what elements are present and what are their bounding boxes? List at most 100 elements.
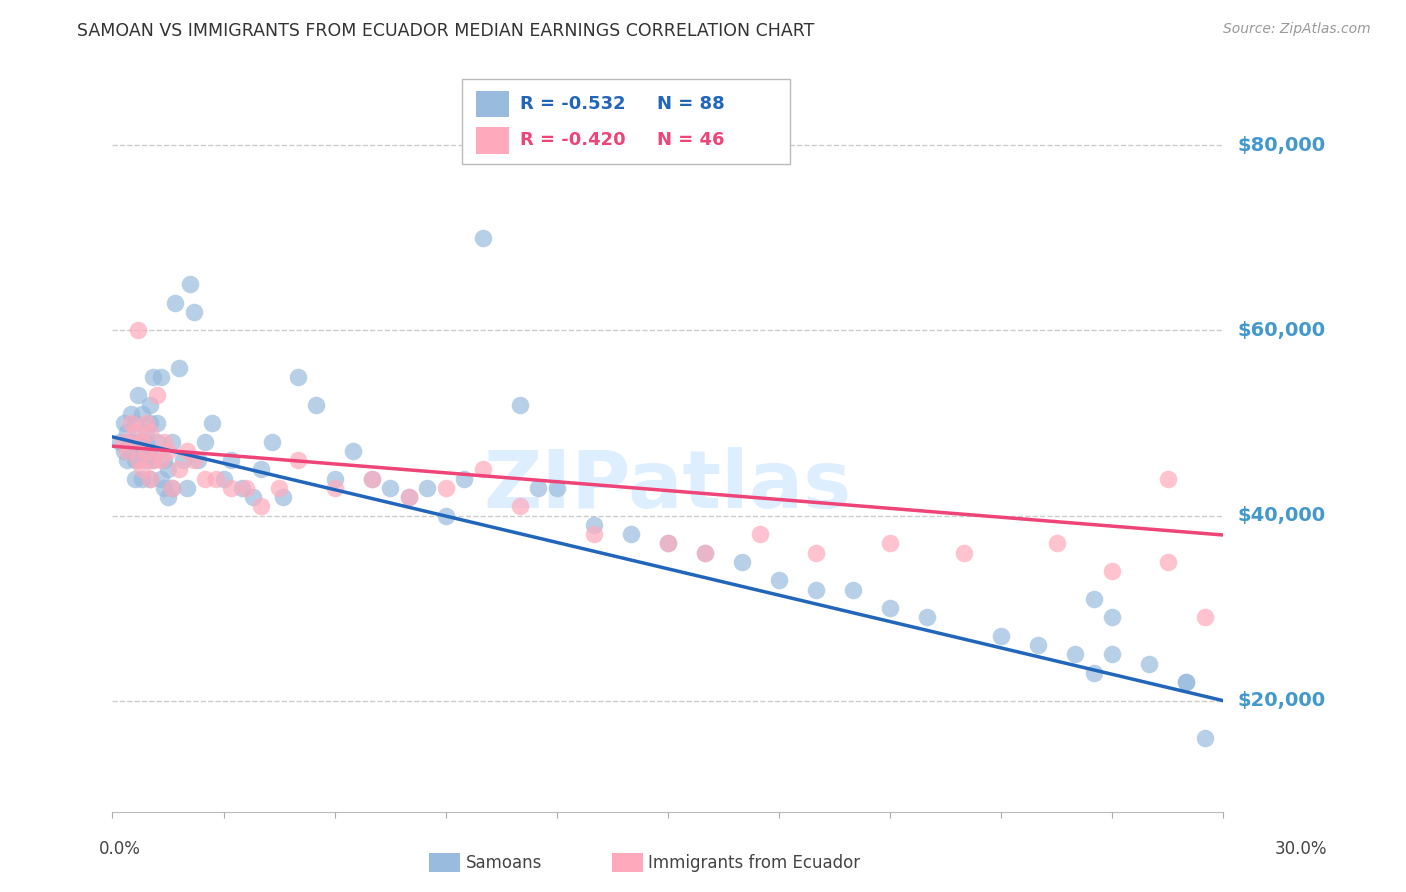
Point (212, 471, 235, 485)
Point (167, 360, 190, 375)
Point (135, 416, 157, 430)
Point (138, 416, 160, 430)
Point (582, 517, 605, 532)
Text: SAMOAN VS IMMIGRANTS FROM ECUADOR MEDIAN EARNINGS CORRELATION CHART: SAMOAN VS IMMIGRANTS FROM ECUADOR MEDIAN… (77, 22, 814, 40)
Point (124, 471, 146, 485)
Point (124, 425, 146, 440)
Point (1137, 657, 1160, 671)
Point (124, 453, 146, 467)
Point (1175, 675, 1198, 690)
Point (323, 471, 346, 485)
Point (172, 453, 194, 467)
Point (749, 527, 772, 541)
Point (138, 471, 160, 485)
Point (153, 481, 176, 495)
Point (360, 471, 382, 485)
Point (1194, 610, 1216, 624)
Point (219, 481, 242, 495)
Point (124, 416, 146, 430)
Point (249, 462, 271, 476)
Point (768, 574, 790, 588)
Text: Immigrants from Ecuador: Immigrants from Ecuador (648, 854, 860, 871)
Point (187, 453, 209, 467)
Point (179, 277, 201, 292)
Point (183, 305, 205, 319)
Point (131, 434, 153, 449)
Point (131, 407, 153, 421)
Point (108, 434, 131, 449)
Point (138, 425, 160, 440)
Point (120, 407, 142, 421)
Point (231, 481, 253, 495)
Point (434, 508, 457, 523)
Point (453, 471, 475, 485)
Point (160, 434, 183, 449)
Point (194, 471, 217, 485)
Point (167, 462, 190, 476)
Point (287, 369, 309, 384)
Point (471, 462, 494, 476)
Point (165, 295, 187, 310)
Point (657, 536, 679, 550)
Point (160, 481, 183, 495)
Point (953, 545, 976, 560)
Point (1194, 731, 1216, 745)
Point (416, 481, 439, 495)
Point (242, 490, 264, 504)
Point (582, 527, 605, 541)
Point (1083, 591, 1105, 606)
Text: 0.0%: 0.0% (98, 840, 141, 858)
Point (879, 536, 901, 550)
Text: N = 46: N = 46 (657, 131, 724, 149)
Bar (475, 91, 509, 117)
Point (157, 490, 180, 504)
Point (153, 434, 176, 449)
Text: 30.0%: 30.0% (1274, 840, 1327, 858)
Point (157, 462, 180, 476)
Point (342, 443, 364, 458)
Point (842, 582, 865, 597)
Point (509, 500, 531, 514)
Point (360, 471, 382, 485)
Text: ZIPatlas: ZIPatlas (484, 447, 852, 525)
Point (146, 388, 169, 402)
Point (398, 490, 420, 504)
Point (127, 453, 149, 467)
Point (131, 471, 153, 485)
Text: N = 88: N = 88 (657, 95, 724, 113)
Point (380, 481, 402, 495)
Point (305, 398, 328, 412)
Point (804, 582, 827, 597)
Point (120, 443, 142, 458)
Point (249, 500, 271, 514)
Point (142, 453, 165, 467)
Point (142, 369, 165, 384)
Point (138, 471, 160, 485)
Point (990, 629, 1012, 643)
Point (693, 545, 716, 560)
Point (398, 490, 420, 504)
Point (149, 453, 172, 467)
Text: $80,000: $80,000 (1237, 136, 1326, 155)
Text: Source: ZipAtlas.com: Source: ZipAtlas.com (1223, 22, 1371, 37)
Point (804, 545, 827, 560)
Point (235, 481, 257, 495)
Point (117, 425, 139, 440)
Point (1026, 638, 1049, 652)
Point (527, 481, 550, 495)
Point (693, 545, 716, 560)
Text: $60,000: $60,000 (1237, 321, 1326, 340)
Point (120, 434, 142, 449)
Point (138, 443, 160, 458)
Point (135, 443, 157, 458)
Point (117, 443, 139, 458)
Point (135, 425, 157, 440)
Point (176, 481, 198, 495)
Point (112, 443, 135, 458)
Point (1045, 536, 1069, 550)
Text: R = -0.420: R = -0.420 (520, 131, 626, 149)
FancyBboxPatch shape (463, 78, 790, 164)
Point (131, 462, 153, 476)
Point (142, 453, 165, 467)
Point (127, 453, 149, 467)
